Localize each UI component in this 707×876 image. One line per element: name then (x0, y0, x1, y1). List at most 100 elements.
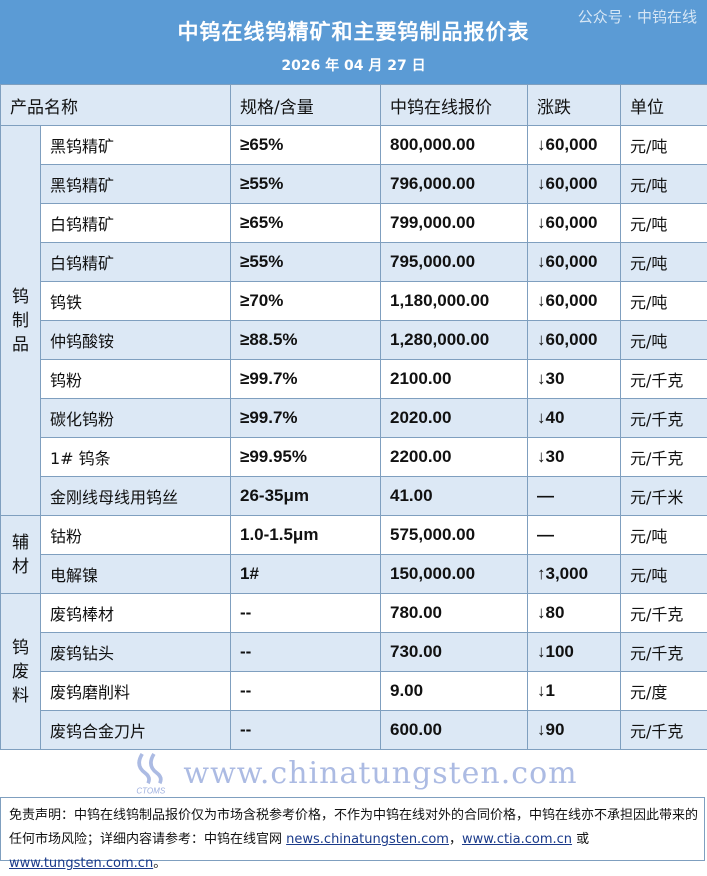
disclaimer: 免责声明：中钨在线钨制品报价仅为市场含税参考价格，不作为中钨在线对外的合同价格，… (0, 797, 705, 861)
change: ↓60,000 (528, 204, 621, 243)
spec: -- (231, 711, 381, 750)
price: 795,000.00 (381, 243, 528, 282)
unit: 元/千克 (621, 711, 707, 750)
change: ↓90 (528, 711, 621, 750)
change: ↓40 (528, 399, 621, 438)
product-name: 黑钨精矿 (41, 126, 231, 165)
change: ↓80 (528, 594, 621, 633)
price: 780.00 (381, 594, 528, 633)
product-name: 白钨精矿 (41, 204, 231, 243)
unit: 元/千克 (621, 399, 707, 438)
change: ↓30 (528, 360, 621, 399)
change: — (528, 477, 621, 516)
spec: 1# (231, 555, 381, 594)
price: 1,180,000.00 (381, 282, 528, 321)
change: ↓60,000 (528, 165, 621, 204)
col-header-name: 产品名称 (1, 85, 231, 126)
price: 575,000.00 (381, 516, 528, 555)
col-header-change: 涨跌 (528, 85, 621, 126)
spec: ≥65% (231, 126, 381, 165)
spec: ≥55% (231, 243, 381, 282)
group-label: 钨制品 (1, 126, 41, 516)
link-news-chinatungsten[interactable]: news.chinatungsten.com (286, 832, 449, 847)
spec: -- (231, 672, 381, 711)
unit: 元/吨 (621, 165, 707, 204)
change: — (528, 516, 621, 555)
price: 1,280,000.00 (381, 321, 528, 360)
spec: ≥88.5% (231, 321, 381, 360)
col-header-price: 中钨在线报价 (381, 85, 528, 126)
unit: 元/吨 (621, 204, 707, 243)
watermark-strip: CTOMS www.chinatungsten.com (0, 750, 707, 796)
price: 796,000.00 (381, 165, 528, 204)
report-date: 2026 年 04 月 27 日 (0, 55, 707, 75)
group-label: 钨废料 (1, 594, 41, 750)
unit: 元/度 (621, 672, 707, 711)
link-ctia[interactable]: www.ctia.com.cn (462, 832, 572, 847)
price: 150,000.00 (381, 555, 528, 594)
unit: 元/吨 (621, 555, 707, 594)
product-name: 废钨合金刀片 (41, 711, 231, 750)
change: ↓60,000 (528, 282, 621, 321)
spec: ≥65% (231, 204, 381, 243)
col-header-spec: 规格/含量 (231, 85, 381, 126)
product-name: 电解镍 (41, 555, 231, 594)
svg-text:CTOMS: CTOMS (137, 787, 167, 795)
change: ↓60,000 (528, 243, 621, 282)
product-name: 1# 钨条 (41, 438, 231, 477)
group-label: 辅材 (1, 516, 41, 594)
price: 9.00 (381, 672, 528, 711)
product-name: 碳化钨粉 (41, 399, 231, 438)
unit: 元/吨 (621, 282, 707, 321)
product-name: 钴粉 (41, 516, 231, 555)
change: ↑3,000 (528, 555, 621, 594)
unit: 元/千米 (621, 477, 707, 516)
link-tungsten[interactable]: www.tungsten.com.cn (9, 856, 153, 871)
unit: 元/吨 (621, 126, 707, 165)
product-name: 钨粉 (41, 360, 231, 399)
spec: -- (231, 594, 381, 633)
spec: 1.0-1.5μm (231, 516, 381, 555)
price: 800,000.00 (381, 126, 528, 165)
price: 2200.00 (381, 438, 528, 477)
spec: -- (231, 633, 381, 672)
period: 。 (153, 856, 166, 871)
unit: 元/千克 (621, 594, 707, 633)
product-name: 白钨精矿 (41, 243, 231, 282)
unit: 元/千克 (621, 438, 707, 477)
spec: ≥99.7% (231, 399, 381, 438)
product-name: 黑钨精矿 (41, 165, 231, 204)
unit: 元/吨 (621, 321, 707, 360)
title-bar: 中钨在线钨精矿和主要钨制品报价表 2026 年 04 月 27 日 公众号 · … (0, 0, 707, 84)
spec: ≥99.95% (231, 438, 381, 477)
change: ↓60,000 (528, 126, 621, 165)
ctoms-logo: CTOMS (129, 751, 173, 795)
watermark-site: www.chinatungsten.com (183, 756, 577, 791)
spec: ≥70% (231, 282, 381, 321)
spec: ≥99.7% (231, 360, 381, 399)
unit: 元/千克 (621, 360, 707, 399)
price-table: 产品名称 规格/含量 中钨在线报价 涨跌 单位 钨制品黑钨精矿≥65%800,0… (0, 84, 707, 750)
table-header: 产品名称 规格/含量 中钨在线报价 涨跌 单位 (1, 85, 707, 126)
spec: 26-35μm (231, 477, 381, 516)
unit: 元/吨 (621, 516, 707, 555)
price: 730.00 (381, 633, 528, 672)
product-name: 废钨棒材 (41, 594, 231, 633)
product-name: 钨铁 (41, 282, 231, 321)
price: 799,000.00 (381, 204, 528, 243)
product-name: 金刚线母线用钨丝 (41, 477, 231, 516)
change: ↓1 (528, 672, 621, 711)
